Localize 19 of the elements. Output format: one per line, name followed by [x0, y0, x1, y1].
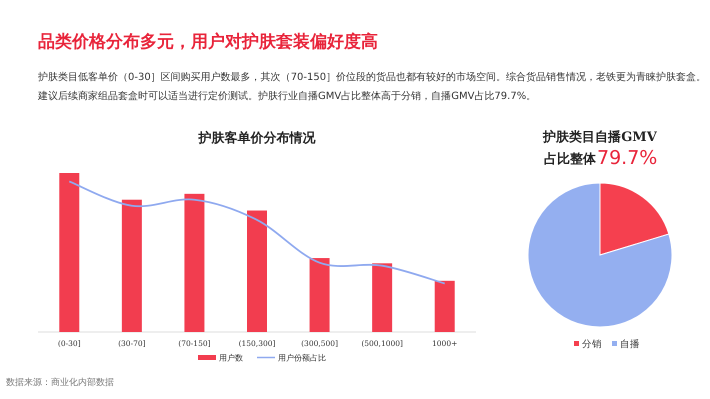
chart-subtitle: 占比整体	[544, 152, 597, 167]
chart-title: 护肤客单价分布情况	[198, 130, 316, 146]
text: 品类价格分布多元，用户对护肤套装偏好度高	[38, 31, 378, 53]
legend-label: 分销	[582, 338, 602, 350]
legend-label: 用户数	[219, 354, 243, 362]
source-note: 数据来源：商业化内部数据	[6, 376, 114, 389]
bar	[122, 200, 142, 332]
bar	[434, 280, 455, 332]
bar	[310, 258, 330, 332]
bar	[59, 173, 80, 332]
legend-label: 自播	[620, 338, 640, 350]
bar	[247, 210, 267, 332]
text: 79.7%	[597, 147, 658, 169]
bar	[184, 194, 204, 332]
text: 护肤类目低客单价（0-30］区间购买用户数最多，其次（70-150］价位段的货品也都有较好的市场空间。综合货品销售情况，老铁更为青睐护肤套盒。建议后续商家组品套盒时可以适当进行定价测试。护肤行业自播GMV占比整体高于分销，自播GMV占比79.7%。	[38, 70, 708, 104]
bar	[372, 263, 392, 332]
chart-title: 护肤类目自播GMV	[542, 129, 658, 145]
pie-slice	[528, 182, 672, 328]
legend-label: 用户份额占比	[278, 354, 326, 362]
